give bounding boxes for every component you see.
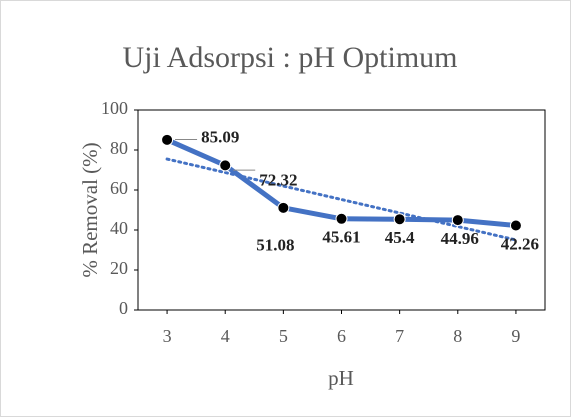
trendline [165, 157, 518, 242]
marker [219, 159, 232, 172]
data-label: 51.08 [256, 236, 294, 255]
y-tick-label: 60 [110, 178, 128, 198]
x-axis-title: pH [328, 366, 354, 390]
x-tick-label: 6 [337, 326, 346, 346]
marker [277, 201, 290, 214]
data-label: 72.32 [259, 170, 297, 189]
x-tick-label: 9 [511, 326, 520, 346]
data-label: 42.26 [501, 234, 539, 253]
marker [451, 214, 464, 227]
chart-title: Uji Adsorpsi : pH Optimum [122, 41, 457, 74]
data-label: 45.4 [385, 228, 415, 247]
marker [161, 133, 174, 146]
x-tick-label: 8 [453, 326, 462, 346]
x-tick-label: 3 [163, 326, 172, 346]
data-label: 45.61 [322, 228, 360, 247]
y-tick-label: 80 [110, 138, 128, 158]
x-tick-label: 5 [279, 326, 288, 346]
data-label: 44.96 [441, 229, 479, 248]
y-tick-label: 100 [101, 98, 128, 118]
marker [393, 213, 406, 226]
y-tick-label: 0 [119, 298, 128, 318]
x-tick-label: 4 [221, 326, 230, 346]
data-label: 85.09 [201, 128, 239, 147]
x-tick-label: 7 [395, 326, 404, 346]
y-axis-title: % Removal (%) [78, 142, 102, 277]
marker [509, 219, 522, 232]
y-tick-label: 20 [110, 258, 128, 278]
y-tick-label: 40 [110, 218, 128, 238]
marker [335, 212, 348, 225]
